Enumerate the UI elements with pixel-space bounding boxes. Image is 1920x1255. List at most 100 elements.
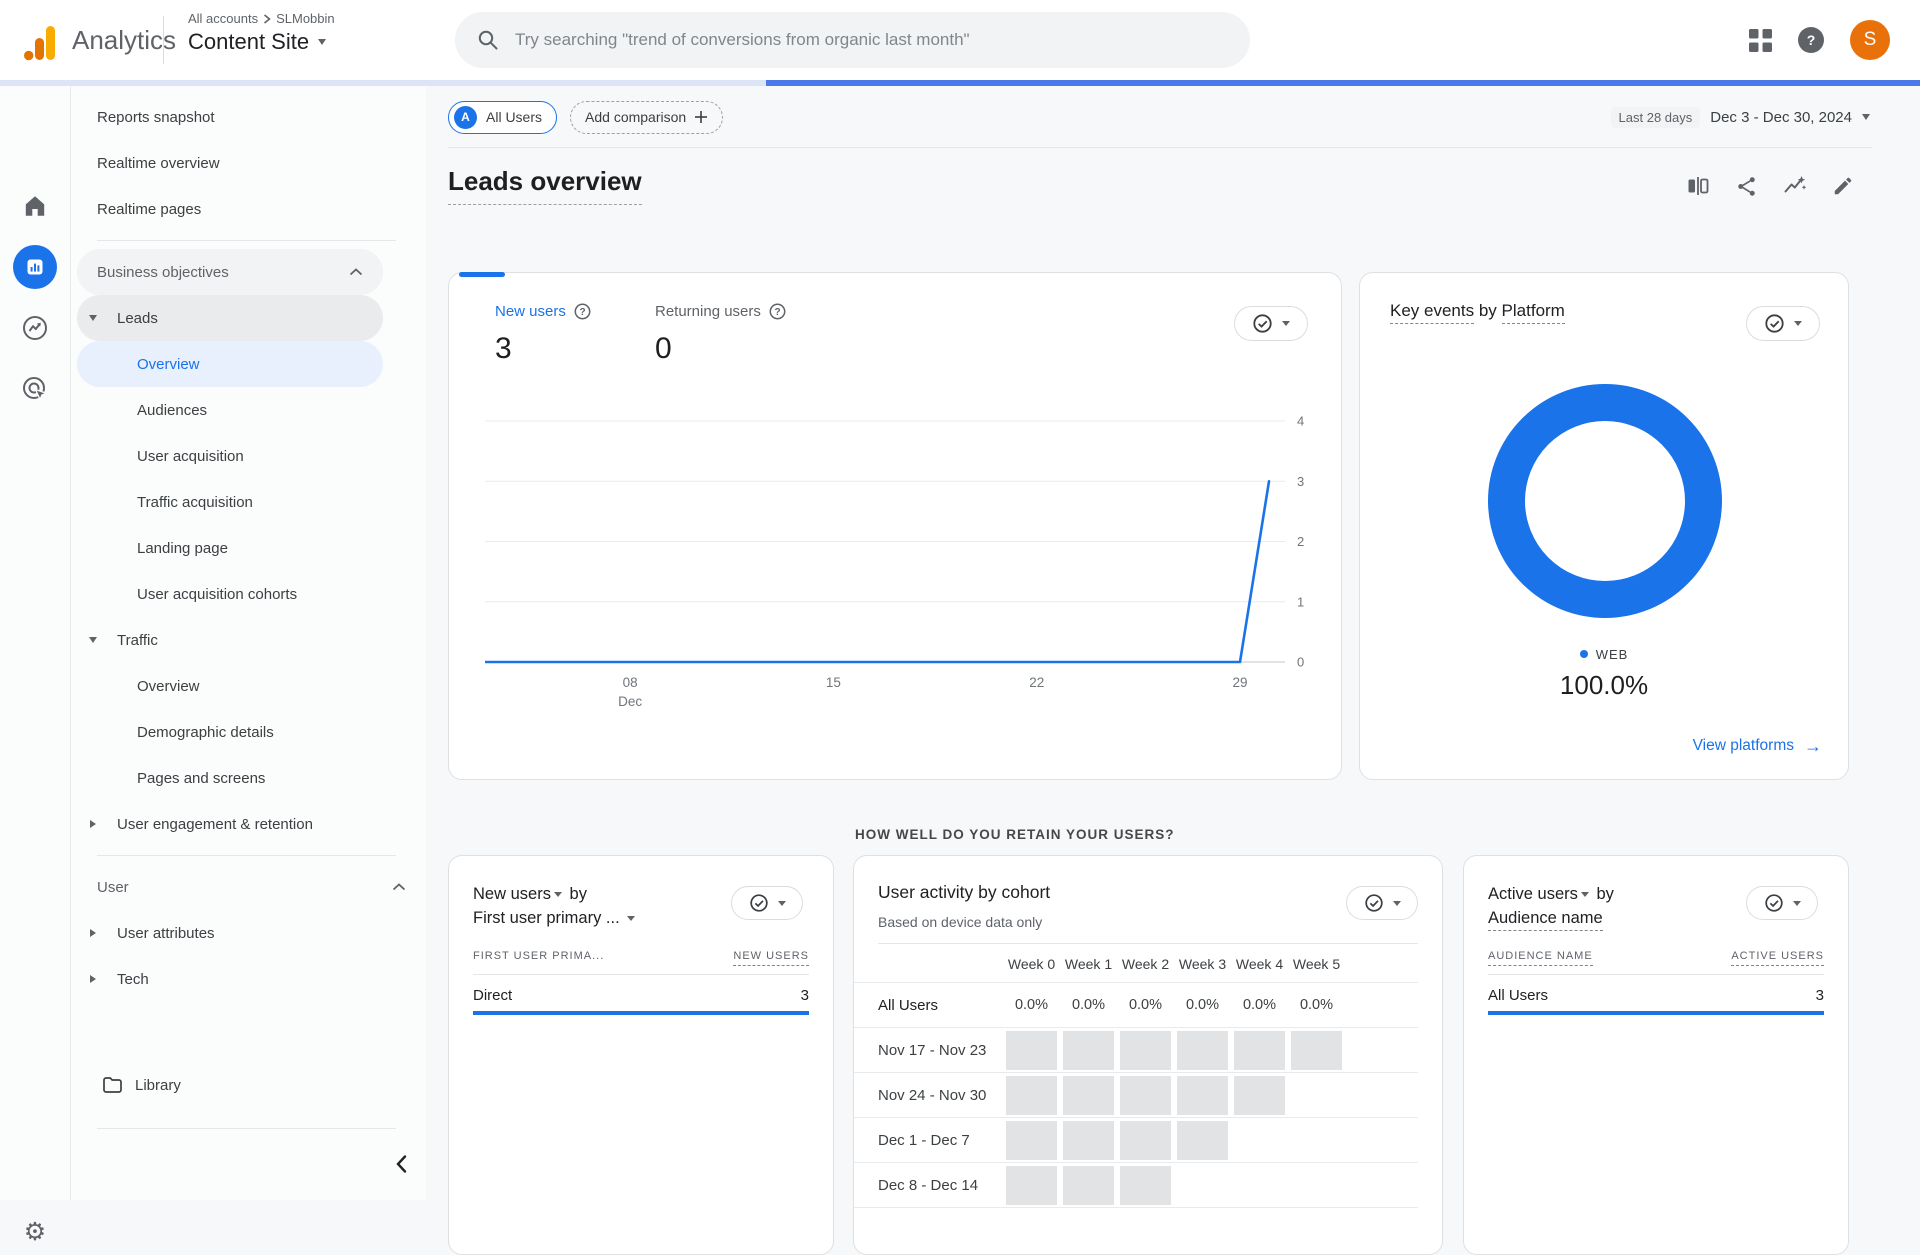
section-business-objectives[interactable]: Business objectives [77,249,383,295]
chart-status-dropdown[interactable] [1234,306,1308,341]
search-bar[interactable] [455,12,1250,68]
sidebar-item-library[interactable]: Library [71,1062,426,1108]
sidebar-item-realtime-overview[interactable]: Realtime overview [71,140,426,186]
column-header[interactable]: FIRST USER PRIMA... [473,950,604,966]
share-icon[interactable] [1735,175,1758,198]
sidebar-item-realtime-pages[interactable]: Realtime pages [71,186,426,232]
svg-text:Dec: Dec [618,694,642,709]
svg-text:0: 0 [1297,655,1304,670]
avatar[interactable]: S [1850,20,1890,60]
view-platforms-link[interactable]: View platforms → [1693,737,1822,755]
cohort-data-row: Dec 1 - Dec 7 [854,1118,1418,1163]
sidebar-item-demographic-details[interactable]: Demographic details [71,709,426,755]
explore-icon[interactable] [21,314,49,342]
breadcrumb[interactable]: All accounts SLMobbin [188,11,335,26]
breadcrumb-account[interactable]: SLMobbin [276,11,335,26]
cohort-percentage: 0.0% [1003,997,1060,1013]
sidebar-item-audiences[interactable]: Audiences [71,387,426,433]
date-range-picker[interactable]: Last 28 days Dec 3 - Dec 30, 2024 [1611,107,1870,128]
sidebar-item-leads[interactable]: Leads [77,295,383,341]
sidebar-item-user-attributes[interactable]: User attributes [71,910,426,956]
column-header[interactable]: AUDIENCE NAME [1488,950,1593,966]
sidebar-item-leads-overview[interactable]: Overview [77,341,383,387]
card-title: Key events by Platform [1390,301,1565,321]
week-column-header: Week 3 [1174,956,1231,972]
home-icon[interactable] [22,193,48,219]
svg-text:4: 4 [1297,414,1304,429]
help-icon[interactable]: ? [1798,27,1824,53]
date-range-value: Dec 3 - Dec 30, 2024 [1710,109,1852,126]
card-title: Active users by Audience name [1488,882,1614,930]
sidebar-item-tech[interactable]: Tech [71,956,426,1002]
cohort-cell-filled [1063,1121,1114,1160]
date-range-label: Last 28 days [1611,107,1701,128]
sidebar-item-traffic-acquisition[interactable]: Traffic acquisition [71,479,426,525]
cohort-percentage: 0.0% [1231,997,1288,1013]
cohort-cell-filled [1234,1076,1285,1115]
sidebar-item-user-acquisition-cohorts[interactable]: User acquisition cohorts [71,571,426,617]
chart-status-dropdown[interactable] [731,886,803,920]
metric-help-icon[interactable]: ? [574,303,591,320]
chevron-down-icon [554,892,562,897]
advertising-icon[interactable] [21,375,49,403]
search-input[interactable] [515,30,1228,50]
cohort-row-label: Dec 1 - Dec 7 [854,1132,1003,1149]
loading-progress-bar [0,80,1920,86]
chevron-down-icon [1581,892,1589,897]
sidebar-item-user-acquisition[interactable]: User acquisition [71,433,426,479]
column-header[interactable]: NEW USERS [733,950,809,966]
chevron-down-icon [1393,901,1401,906]
metric-new-users[interactable]: New users ? 3 [495,303,655,366]
new-users-by-channel-card: New users by First user primary ... FIRS… [448,855,834,1255]
sidebar-item-landing-page[interactable]: Landing page [71,525,426,571]
chart-status-dropdown[interactable] [1746,306,1820,341]
reports-icon[interactable] [13,245,57,289]
cohort-cell-filled [1006,1031,1057,1070]
sidebar-item-traffic[interactable]: Traffic [71,617,426,663]
collapse-sidebar-icon[interactable] [395,1154,408,1174]
sidebar-item-user-engagement-retention[interactable]: User engagement & retention [71,801,426,847]
table-row[interactable]: All Users 3 [1488,982,1824,1008]
svg-text:22: 22 [1029,675,1044,690]
icon-rail: ⚙ [0,86,71,1200]
edit-icon[interactable] [1832,175,1854,197]
breadcrumb-all-accounts[interactable]: All accounts [188,11,258,26]
cohort-data-row: Nov 17 - Nov 23 [854,1028,1418,1073]
metric-help-icon[interactable]: ? [769,303,786,320]
property-selector[interactable]: Content Site [188,29,335,55]
section-user[interactable]: User [71,864,426,910]
cohort-cell-filled [1177,1031,1228,1070]
insights-icon[interactable] [1783,174,1807,198]
comparison-mode-icon[interactable] [1686,174,1710,198]
analytics-logo-icon [24,24,58,62]
gear-icon[interactable]: ⚙ [24,1220,46,1245]
cohort-table: .Week 0Week 1Week 2Week 3Week 4Week 5All… [854,946,1442,1208]
chart-status-dropdown[interactable] [1346,886,1418,920]
svg-text:?: ? [579,307,585,318]
cohort-cell-filled [1006,1076,1057,1115]
cohort-cell-filled [1177,1121,1228,1160]
cohort-cell-filled [1120,1166,1171,1205]
table-row[interactable]: Direct 3 [473,982,809,1008]
nav-divider [97,855,396,856]
sidebar-item-reports-snapshot[interactable]: Reports snapshot [71,94,426,140]
add-comparison-button[interactable]: Add comparison [570,101,723,134]
week-column-header: Week 1 [1060,956,1117,972]
all-users-chip[interactable]: A All Users [448,101,557,134]
apps-grid-icon[interactable] [1749,29,1772,52]
cohort-cell-empty [1177,1166,1228,1205]
metric-returning-users[interactable]: Returning users ? 0 [655,303,815,366]
week-column-header: Week 0 [1003,956,1060,972]
svg-text:15: 15 [826,675,841,690]
chart-status-dropdown[interactable] [1746,886,1818,920]
column-header[interactable]: ACTIVE USERS [1731,950,1824,966]
svg-text:29: 29 [1232,675,1247,690]
sidebar-item-pages-and-screens[interactable]: Pages and screens [71,755,426,801]
sidebar-item-traffic-overview[interactable]: Overview [71,663,426,709]
row-bar-track [473,1011,809,1015]
active-users-card: Active users by Audience name AUDIENCE N… [1463,855,1849,1255]
week-column-header: Week 2 [1117,956,1174,972]
chevron-down-icon [627,916,635,921]
table-divider [1488,974,1824,975]
comparison-toolbar: A All Users Add comparison Last 28 days … [448,99,1870,135]
